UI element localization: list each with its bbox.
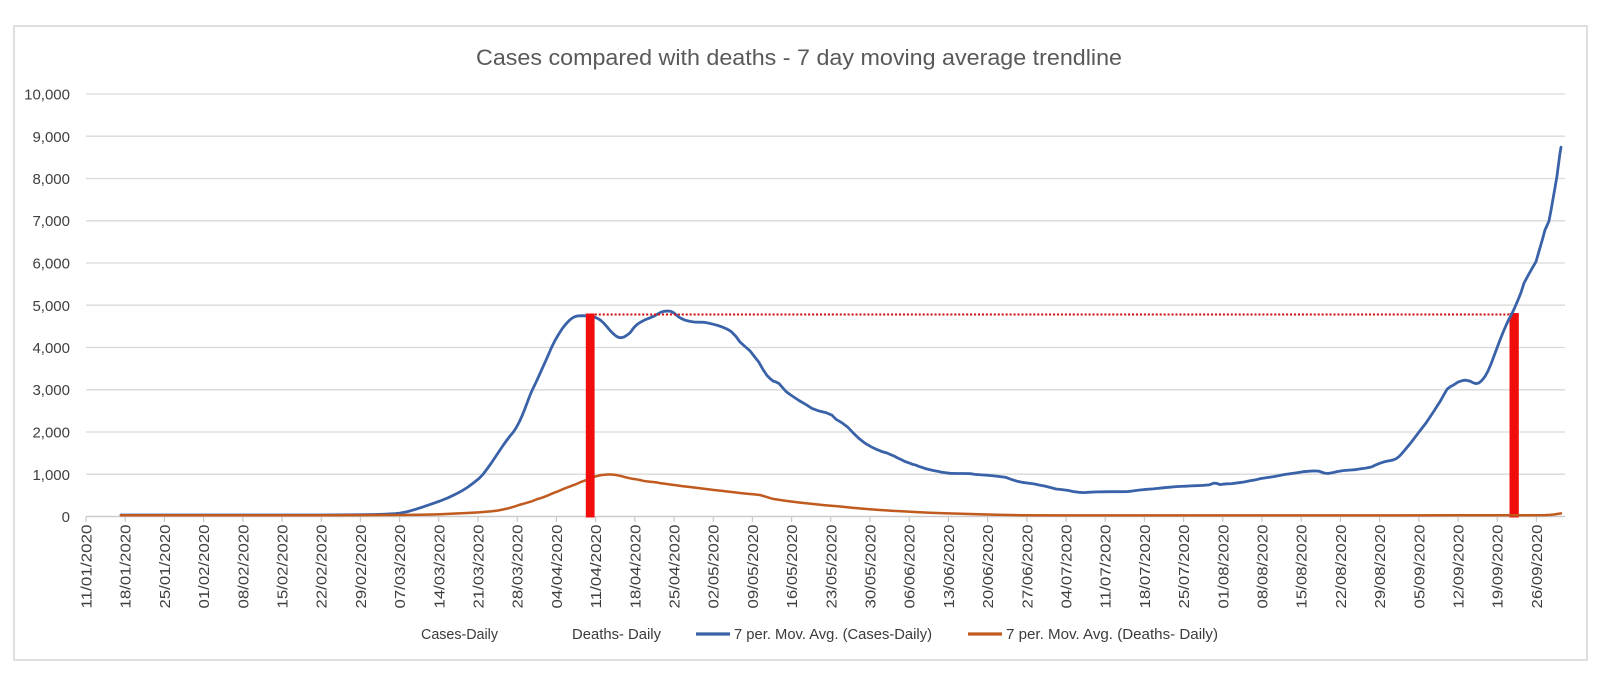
- svg-text:23/05/2020: 23/05/2020: [823, 525, 840, 609]
- svg-text:18/04/2020: 18/04/2020: [627, 525, 644, 609]
- svg-text:13/06/2020: 13/06/2020: [941, 525, 958, 609]
- svg-text:Cases compared with deaths - 7: Cases compared with deaths - 7 day movin…: [476, 45, 1122, 70]
- svg-text:08/08/2020: 08/08/2020: [1255, 525, 1272, 609]
- svg-text:01/02/2020: 01/02/2020: [196, 525, 213, 609]
- svg-text:18/01/2020: 18/01/2020: [118, 525, 135, 609]
- svg-text:Deaths- Daily: Deaths- Daily: [572, 626, 661, 643]
- svg-text:27/06/2020: 27/06/2020: [1019, 525, 1036, 609]
- svg-text:1,000: 1,000: [32, 467, 70, 484]
- svg-text:10,000: 10,000: [24, 87, 70, 104]
- svg-text:9,000: 9,000: [32, 129, 70, 146]
- svg-text:30/05/2020: 30/05/2020: [863, 525, 880, 609]
- svg-text:18/07/2020: 18/07/2020: [1137, 525, 1154, 609]
- svg-text:7 per. Mov. Avg. (Cases-Daily): 7 per. Mov. Avg. (Cases-Daily): [734, 626, 932, 643]
- svg-text:12/09/2020: 12/09/2020: [1451, 525, 1468, 609]
- svg-text:2,000: 2,000: [32, 425, 70, 442]
- svg-text:01/08/2020: 01/08/2020: [1215, 525, 1232, 609]
- svg-text:22/02/2020: 22/02/2020: [314, 525, 331, 609]
- svg-text:5,000: 5,000: [32, 298, 70, 315]
- svg-text:14/03/2020: 14/03/2020: [431, 525, 448, 609]
- svg-text:02/05/2020: 02/05/2020: [706, 525, 723, 609]
- svg-text:19/09/2020: 19/09/2020: [1490, 525, 1507, 609]
- svg-text:21/03/2020: 21/03/2020: [471, 525, 488, 609]
- svg-text:8,000: 8,000: [32, 171, 70, 188]
- svg-text:06/06/2020: 06/06/2020: [902, 525, 919, 609]
- svg-text:Cases-Daily: Cases-Daily: [421, 626, 498, 643]
- svg-text:20/06/2020: 20/06/2020: [980, 525, 997, 609]
- svg-text:15/02/2020: 15/02/2020: [275, 525, 292, 609]
- svg-text:4,000: 4,000: [32, 340, 70, 357]
- svg-text:11/01/2020: 11/01/2020: [79, 525, 96, 609]
- svg-text:29/02/2020: 29/02/2020: [353, 525, 370, 609]
- svg-text:25/01/2020: 25/01/2020: [157, 525, 174, 609]
- svg-text:04/07/2020: 04/07/2020: [1059, 525, 1076, 609]
- svg-text:22/08/2020: 22/08/2020: [1333, 525, 1350, 609]
- svg-text:11/04/2020: 11/04/2020: [588, 525, 605, 609]
- svg-text:08/02/2020: 08/02/2020: [235, 525, 252, 609]
- svg-text:28/03/2020: 28/03/2020: [510, 525, 527, 609]
- svg-text:26/09/2020: 26/09/2020: [1529, 525, 1546, 609]
- svg-text:04/04/2020: 04/04/2020: [549, 525, 566, 609]
- svg-text:15/08/2020: 15/08/2020: [1294, 525, 1311, 609]
- svg-text:16/05/2020: 16/05/2020: [784, 525, 801, 609]
- svg-text:25/07/2020: 25/07/2020: [1176, 525, 1193, 609]
- svg-text:29/08/2020: 29/08/2020: [1372, 525, 1389, 609]
- svg-text:3,000: 3,000: [32, 382, 70, 399]
- svg-text:09/05/2020: 09/05/2020: [745, 525, 762, 609]
- svg-text:6,000: 6,000: [32, 256, 70, 273]
- svg-text:05/09/2020: 05/09/2020: [1411, 525, 1428, 609]
- svg-text:25/04/2020: 25/04/2020: [667, 525, 684, 609]
- svg-text:07/03/2020: 07/03/2020: [392, 525, 409, 609]
- svg-text:7,000: 7,000: [32, 213, 70, 230]
- svg-text:7 per. Mov. Avg. (Deaths- Dail: 7 per. Mov. Avg. (Deaths- Daily): [1006, 626, 1218, 643]
- svg-text:0: 0: [62, 509, 70, 526]
- svg-text:11/07/2020: 11/07/2020: [1098, 525, 1115, 609]
